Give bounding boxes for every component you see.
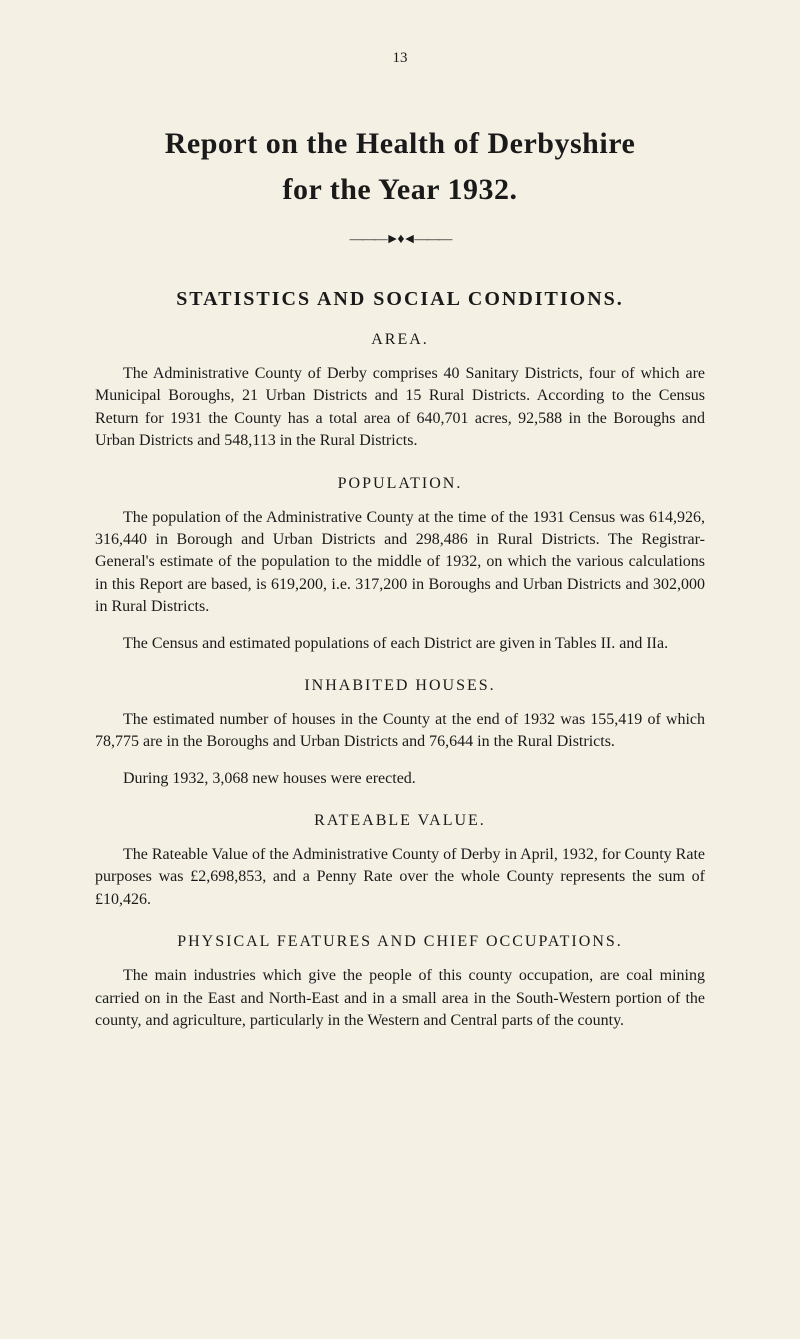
houses-heading: INHABITED HOUSES.	[95, 677, 705, 695]
population-heading: POPULATION.	[95, 475, 705, 493]
ornament-divider: ———►♦◄———	[95, 232, 705, 248]
rateable-paragraph: The Rateable Value of the Administrative…	[95, 844, 705, 911]
houses-paragraph-1: The estimated number of houses in the Co…	[95, 709, 705, 754]
population-paragraph-2: The Census and estimated populations of …	[95, 633, 705, 655]
physical-heading: PHYSICAL FEATURES AND CHIEF OCCUPATIONS.	[95, 933, 705, 951]
rateable-heading: RATEABLE VALUE.	[95, 812, 705, 830]
report-title-line1: Report on the Health of Derbyshire	[95, 127, 705, 161]
report-title-line2: for the Year 1932.	[95, 173, 705, 207]
population-paragraph-1: The population of the Administrative Cou…	[95, 507, 705, 619]
physical-paragraph: The main industries which give the peopl…	[95, 965, 705, 1032]
page-number: 13	[95, 50, 705, 67]
main-section-heading: STATISTICS AND SOCIAL CONDITIONS.	[95, 288, 705, 311]
area-heading: AREA.	[95, 331, 705, 349]
houses-paragraph-2: During 1932, 3,068 new houses were erect…	[95, 768, 705, 790]
area-paragraph: The Administrative County of Derby compr…	[95, 363, 705, 453]
